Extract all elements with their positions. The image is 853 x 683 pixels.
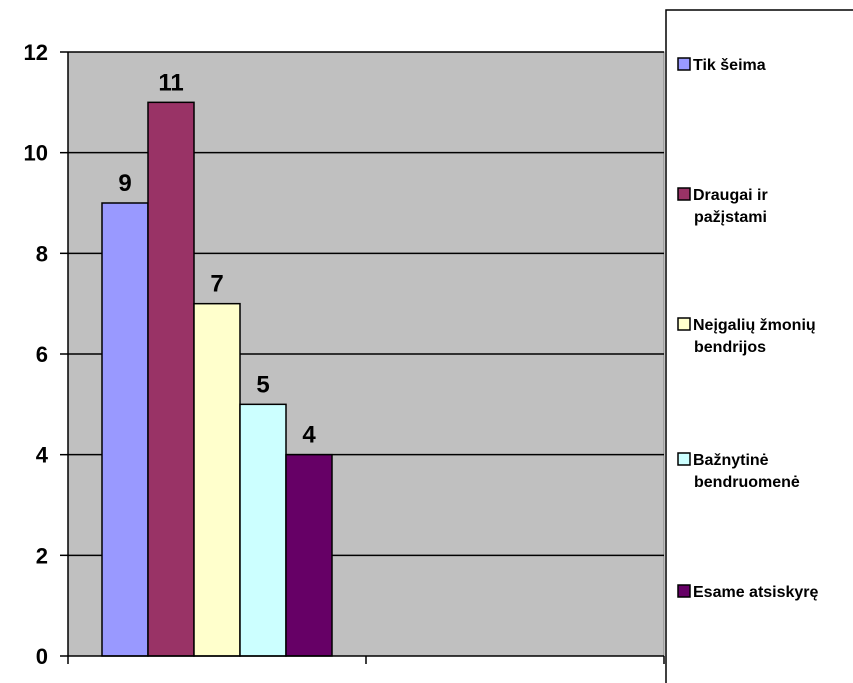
legend-swatch-2 bbox=[677, 187, 691, 201]
y-tick-labels: 0 2 4 6 8 10 12 bbox=[24, 40, 68, 669]
bar-series-4 bbox=[239, 403, 287, 657]
legend-label-3: Neįgalių žmonių bbox=[693, 317, 816, 334]
legend-box bbox=[665, 9, 853, 683]
data-label-series-5: 4 bbox=[302, 422, 316, 449]
legend-swatch-1 bbox=[677, 57, 691, 71]
bar-series-1 bbox=[101, 202, 149, 657]
y-tick-label: 6 bbox=[36, 342, 48, 367]
bar-series-2 bbox=[147, 101, 195, 657]
x-axis bbox=[67, 655, 665, 664]
data-label-series-3: 7 bbox=[210, 271, 223, 298]
data-labels: 9 11 7 5 4 bbox=[118, 69, 316, 448]
bars bbox=[101, 101, 333, 657]
data-label-series-4: 5 bbox=[256, 371, 269, 398]
legend-swatch-3 bbox=[677, 317, 691, 331]
legend: Tik šeima Draugai ir pažįstami Neįgalių žmo… bbox=[677, 57, 819, 601]
legend-label-5: Esame atsiskyrę bbox=[693, 584, 819, 601]
y-tick-label: 10 bbox=[24, 141, 48, 166]
legend-label-2: pažįstami bbox=[694, 209, 767, 226]
legend-label-3: bendrijos bbox=[694, 339, 766, 356]
y-tick-label: 4 bbox=[36, 443, 49, 468]
bar-series-5 bbox=[285, 453, 333, 657]
legend-label-1: Tik šeima bbox=[693, 57, 766, 74]
legend-swatch-5 bbox=[677, 584, 691, 598]
bar-series-3 bbox=[193, 302, 241, 657]
y-tick-label: 8 bbox=[36, 241, 48, 266]
legend-label-4: bendruomenė bbox=[694, 474, 800, 491]
y-tick-label: 12 bbox=[24, 40, 48, 65]
legend-label-2: Draugai ir bbox=[693, 187, 768, 204]
y-tick-label: 2 bbox=[36, 543, 48, 568]
legend-label-4: Bažnytinė bbox=[693, 452, 769, 469]
data-label-series-1: 9 bbox=[118, 170, 131, 197]
legend-swatch-4 bbox=[677, 452, 691, 466]
data-label-series-2: 11 bbox=[158, 69, 183, 96]
y-tick-label: 0 bbox=[36, 644, 48, 669]
